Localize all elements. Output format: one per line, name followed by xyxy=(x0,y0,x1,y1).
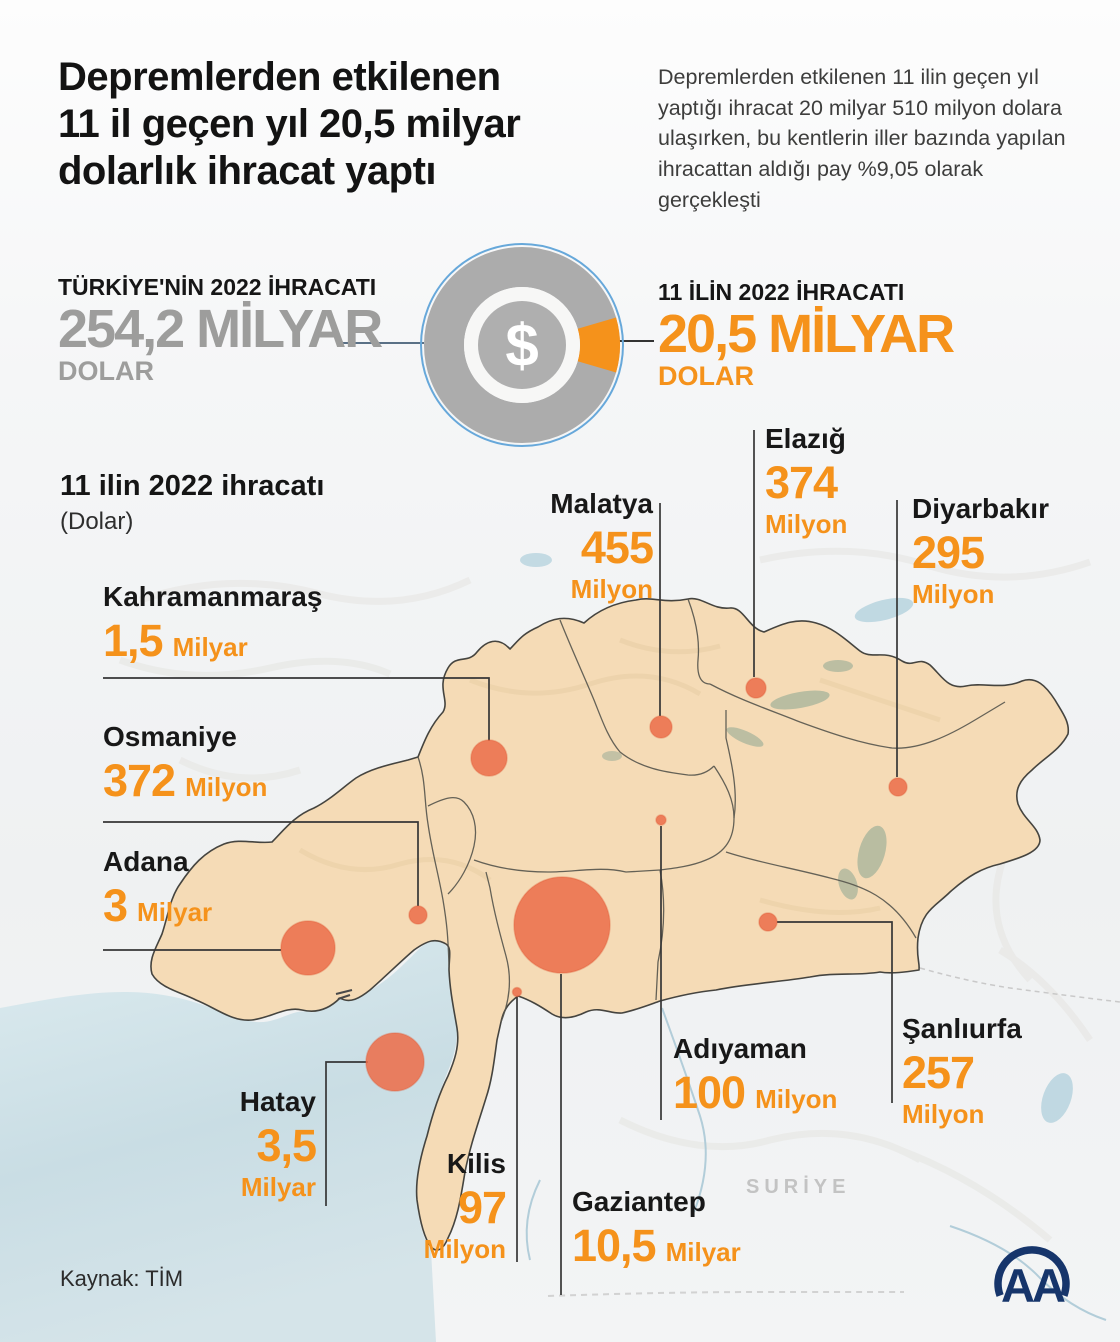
donut-outer-ring xyxy=(420,243,624,447)
leader-sanliurfa xyxy=(777,921,893,1103)
province-value: 3,5 xyxy=(256,1120,317,1171)
province-label-kilis: Kilis 97 Milyon xyxy=(423,1148,507,1264)
province-label-gaziantep: Gaziantep 10,5 Milyar xyxy=(572,1188,741,1268)
province-value: 295 xyxy=(912,527,985,578)
province-unit: Milyar xyxy=(172,632,248,662)
title-line: 11 il geçen yıl 20,5 milyar xyxy=(58,101,521,146)
page-title: Depremlerden etkilenen 11 il geçen yıl 2… xyxy=(58,54,658,194)
province-label-elazig: Elazığ 374 Milyon xyxy=(765,425,847,537)
province-unit: Milyar xyxy=(240,1171,316,1202)
province-label-osmaniye: Osmaniye 372 Milyon xyxy=(103,723,267,803)
province-value: 372 xyxy=(103,755,176,806)
port-mark-icon xyxy=(335,989,353,1000)
province-label-diyarbakir: Diyarbakır 295 Milyon xyxy=(912,495,1049,607)
bubble-diyarbakir xyxy=(888,777,908,797)
turkey-export-value: 254,2 MİLYAR xyxy=(58,299,383,359)
province-name: Kilis xyxy=(446,1148,506,1179)
province-unit: Milyon xyxy=(912,578,995,609)
province-value: 3 xyxy=(103,880,128,931)
province-value: 1,5 xyxy=(103,615,164,666)
title-line: Depremlerden etkilenen xyxy=(58,55,501,99)
province-name: Osmaniye xyxy=(103,721,237,752)
bubble-sanliurfa xyxy=(758,912,778,932)
turkey-export-unit: DOLAR xyxy=(58,355,154,386)
bubble-malatya xyxy=(649,715,673,739)
bubble-osmaniye xyxy=(408,905,428,925)
title-line: dolarlık ihracat yaptı xyxy=(58,148,437,193)
province-name: Gaziantep xyxy=(572,1186,706,1217)
province-name: Hatay xyxy=(239,1086,316,1117)
donut-orange-slice xyxy=(577,317,620,373)
map-section-heading: 11 ilin 2022 ihracatı xyxy=(60,470,325,502)
neighbor-country-label: SURİYE xyxy=(746,1176,851,1198)
summary-paragraph: Depremlerden etkilenen 11 ilin geçen yıl… xyxy=(658,65,1066,212)
donut-center-disc xyxy=(478,301,566,389)
province-unit: Milyar xyxy=(665,1237,741,1267)
rivers xyxy=(525,1007,1107,1321)
sea xyxy=(0,940,458,1342)
aa-logo-text: AA xyxy=(1001,1259,1065,1312)
lakes xyxy=(520,553,1073,1123)
province-unit: Milyon xyxy=(423,1233,506,1264)
province-unit: Milyon xyxy=(185,772,268,802)
bubble-gaziantep xyxy=(513,876,611,974)
province-label-malatya: Malatya 455 Milyon xyxy=(550,488,654,604)
cities-export-label: 11 İLİN 2022 İHRACATI xyxy=(658,279,905,305)
province-name: Adıyaman xyxy=(673,1033,807,1064)
province-value: 257 xyxy=(902,1047,975,1098)
bubble-adiyaman xyxy=(655,814,667,826)
bubble-elazig xyxy=(745,677,767,699)
province-value: 97 xyxy=(457,1182,507,1233)
province-name: Diyarbakır xyxy=(912,493,1049,524)
cities-export-value: 20,5 MİLYAR xyxy=(658,304,955,364)
aa-logo: AA xyxy=(982,1238,1082,1329)
leader-lines xyxy=(103,430,898,1295)
border-dashes xyxy=(547,967,1120,1297)
province-value: 455 xyxy=(580,522,654,573)
leader-osmaniye xyxy=(103,821,419,906)
bubble-kilis xyxy=(511,986,523,998)
bubble-adana xyxy=(280,920,336,976)
province-value: 10,5 xyxy=(572,1220,657,1271)
province-unit: Milyar xyxy=(137,897,213,927)
province-name: Kahramanmaraş xyxy=(103,581,323,612)
cities-export-stat: 11 İLİN 2022 İHRACATI 20,5 MİLYAR DOLAR xyxy=(658,279,955,391)
aa-logo-icon: AA xyxy=(994,1246,1070,1312)
turkey-export-stat: TÜRKİYE'NİN 2022 İHRACATI 254,2 MİLYAR D… xyxy=(58,274,383,386)
province-name: Adana xyxy=(103,846,189,877)
leader-kahramanmaras xyxy=(103,677,490,741)
province-name: Şanlıurfa xyxy=(902,1013,1022,1044)
map-section-title: 11 ilin 2022 ihracatı (Dolar) xyxy=(60,470,324,536)
cities-export-unit: DOLAR xyxy=(658,360,754,391)
donut-chart: $ xyxy=(420,243,624,447)
province-name: Malatya xyxy=(550,488,653,519)
turkey-export-label: TÜRKİYE'NİN 2022 İHRACATI xyxy=(58,274,377,300)
province-value: 374 xyxy=(765,457,838,508)
bubble-kahramanmaras xyxy=(470,739,508,777)
leader-hatay xyxy=(325,1061,368,1206)
province-label-adiyaman: Adıyaman 100 Milyon xyxy=(673,1035,837,1115)
province-label-sanliurfa: Şanlıurfa 257 Milyon xyxy=(902,1015,1022,1127)
province-value: 100 xyxy=(673,1067,746,1118)
province-name: Elazığ xyxy=(765,423,846,454)
province-unit: Milyon xyxy=(755,1084,838,1114)
province-unit: Milyon xyxy=(902,1098,985,1129)
bubble-hatay xyxy=(365,1032,425,1092)
province-label-adana: Adana 3 Milyar xyxy=(103,848,212,928)
region-relief-texture xyxy=(298,637,941,915)
dollar-icon: $ xyxy=(505,312,538,379)
province-borders xyxy=(417,598,1006,1023)
map-section-subtitle: (Dolar) xyxy=(60,508,134,535)
province-label-kahramanmaras: Kahramanmaraş 1,5 Milyar xyxy=(103,583,322,663)
province-unit: Milyon xyxy=(765,508,848,539)
province-label-hatay: Hatay 3,5 Milyar xyxy=(239,1086,317,1202)
export-bubbles xyxy=(280,677,908,1092)
province-unit: Milyon xyxy=(570,573,653,604)
source-credit: Kaynak: TİM xyxy=(60,1266,184,1291)
